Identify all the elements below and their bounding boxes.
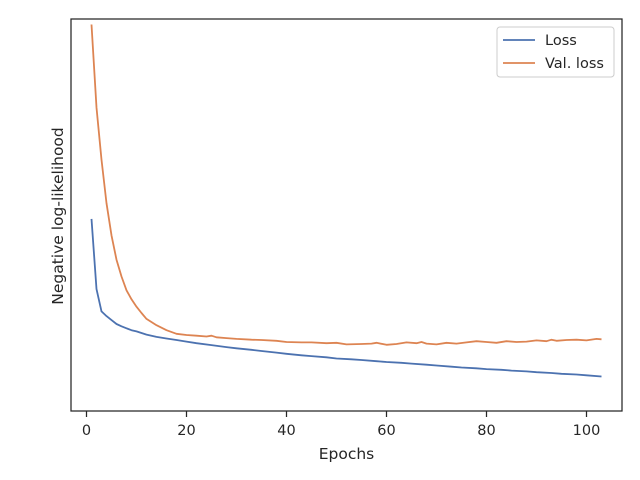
x-tick-label: 20 xyxy=(177,423,195,439)
x-axis: 0 20 40 60 80 100 xyxy=(82,411,600,439)
x-tick-label: 80 xyxy=(477,423,495,439)
x-tick-label: 100 xyxy=(573,423,601,439)
x-axis-label: Epochs xyxy=(319,445,375,463)
series-line-loss xyxy=(90,218,602,378)
series-line-val-loss xyxy=(90,24,602,346)
x-tick-label: 0 xyxy=(82,423,91,439)
x-tick-label: 60 xyxy=(377,423,395,439)
legend-label-val-loss: Val. loss xyxy=(545,56,604,72)
legend-label-loss: Loss xyxy=(545,33,577,49)
x-tick-label: 40 xyxy=(277,423,295,439)
plot-lines xyxy=(90,24,602,378)
plot-frame xyxy=(70,18,623,412)
legend: Loss Val. loss xyxy=(496,26,615,78)
y-axis-label: Negative log-likelihood xyxy=(49,127,67,305)
